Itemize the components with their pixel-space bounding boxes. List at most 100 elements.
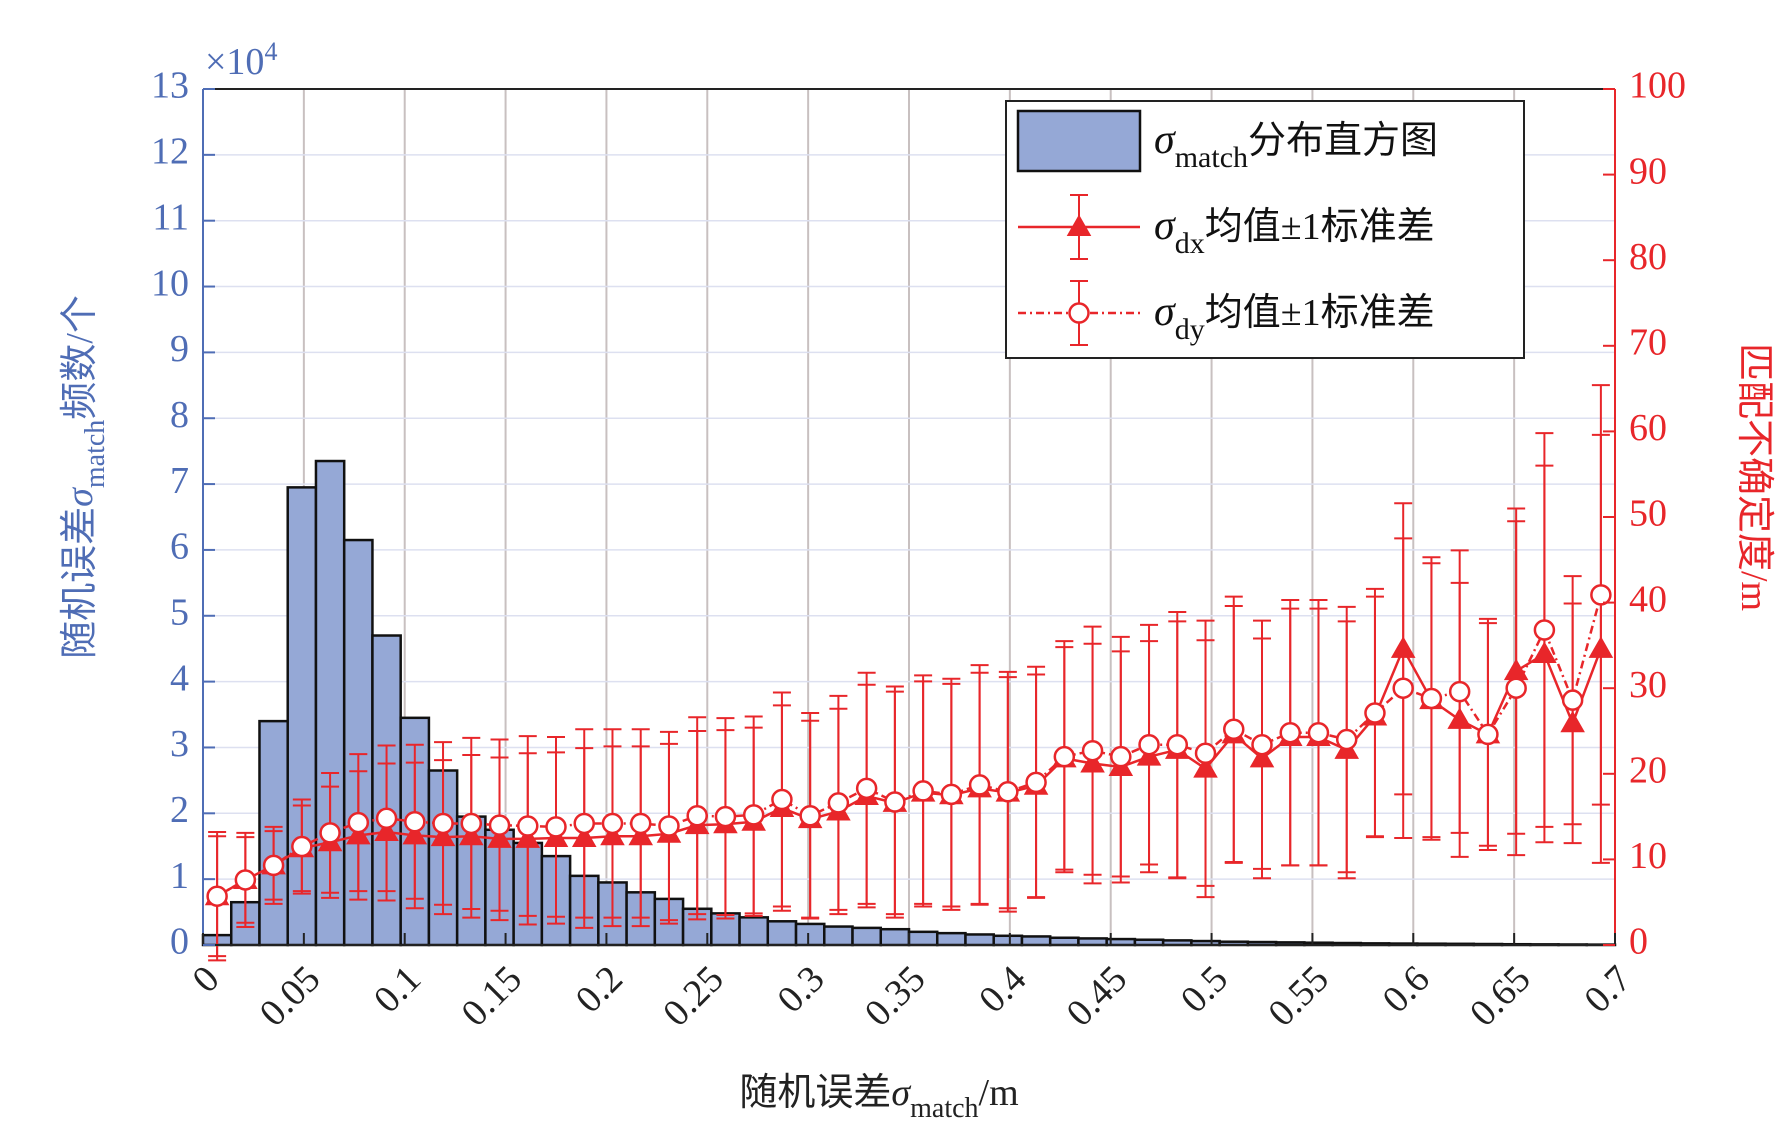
bar [823,925,854,947]
marker [1561,689,1584,711]
y-tick-label: 0 [170,921,189,963]
y-tick-label: 5 [170,591,189,633]
marker [1279,721,1301,744]
label-symbol: σ [891,1072,911,1114]
marker [771,788,793,811]
marker [1194,742,1217,765]
y-tick-label: 7 [170,460,189,502]
legend-text: 均值±1标准差 [1205,292,1435,334]
marker [488,814,511,836]
y2-tick-label: 20 [1629,750,1667,792]
marker [629,812,652,835]
marker [291,835,313,858]
multiplier-base: ×10 [205,41,264,83]
marker [884,791,906,813]
marker [1251,733,1273,756]
y-tick-label: 6 [170,526,189,568]
bar [1020,935,1052,947]
marker [404,810,426,833]
y-multiplier: ×104 [205,37,277,83]
label-text: 随机误差 [59,507,101,659]
marker [1166,733,1189,756]
marker [1392,677,1414,699]
y2-tick-label: 30 [1629,664,1667,706]
marker [827,792,850,814]
y2-tick-label: 10 [1629,835,1667,877]
y2-tick-label: 70 [1629,322,1667,364]
marker [432,812,454,835]
marker [1533,619,1556,641]
marker [1505,677,1527,699]
y2-tick-label: 60 [1629,407,1667,449]
marker [234,869,257,891]
marker [1307,721,1330,744]
marker [1420,687,1443,710]
y-tick-label: 11 [152,196,189,238]
legend-sub: match [1175,141,1248,174]
label-text: 随机误差 [739,1072,891,1114]
marker [1138,733,1160,756]
legend-symbol: σ [1154,289,1177,335]
y-tick-label: 1 [170,855,189,897]
marker [912,780,934,802]
y-tick-label: 3 [170,723,189,765]
marker [1477,723,1499,746]
marker [997,781,1019,803]
y-tick-label: 12 [151,131,189,173]
marker [206,885,228,907]
marker [686,804,708,827]
histogram [201,459,1617,947]
bar [766,920,798,947]
y2-tick-label: 50 [1629,493,1667,535]
marker [1081,739,1104,762]
multiplier-exponent: 4 [264,37,277,66]
marker [545,816,567,838]
y2-tick-label: 0 [1629,921,1648,963]
marker [347,811,370,834]
legend-symbol: σ [1154,203,1177,249]
y-tick-label: 9 [170,328,189,370]
bar [964,933,995,947]
label-sub: match [80,420,111,488]
y-tick-label: 2 [170,789,189,831]
legend-swatch [1016,109,1142,173]
label-text: /m [979,1072,1019,1114]
y2-axis-label: 匹配不确定度/m [1733,343,1775,611]
legend-text: 均值±1标准差 [1205,206,1435,248]
marker [714,805,737,828]
marker [855,777,878,800]
marker [517,815,539,837]
error-lines [204,384,1614,962]
bar [992,934,1024,947]
y-tick-label: 13 [151,65,189,107]
legend-sub: dx [1175,227,1205,260]
y2-tick-label: 100 [1629,65,1686,107]
legend-label: σdy均值±1标准差 [1154,289,1435,346]
label-text: 频数/个 [59,295,101,420]
marker [319,822,341,844]
bar [935,931,967,947]
legend-label: σmatch分布直方图 [1154,117,1438,174]
marker [375,807,398,830]
marker [968,774,991,796]
y2-tick-label: 40 [1629,578,1667,620]
marker [1068,302,1090,324]
label-symbol: σ [59,487,101,507]
line [216,594,1603,898]
marker [1364,702,1386,724]
marker [658,815,680,837]
y-tick-label: 8 [170,394,189,436]
marker [1223,718,1245,741]
marker [1335,728,1358,751]
bar [738,916,770,947]
label-sub: match [910,1093,978,1124]
bar [879,927,911,947]
y2-tick-label: 80 [1629,236,1667,278]
marker [601,812,624,835]
marker [262,854,285,877]
bar [1048,936,1080,947]
y2-tick-label: 90 [1629,150,1667,192]
marker [1066,214,1092,236]
bar [851,926,883,947]
